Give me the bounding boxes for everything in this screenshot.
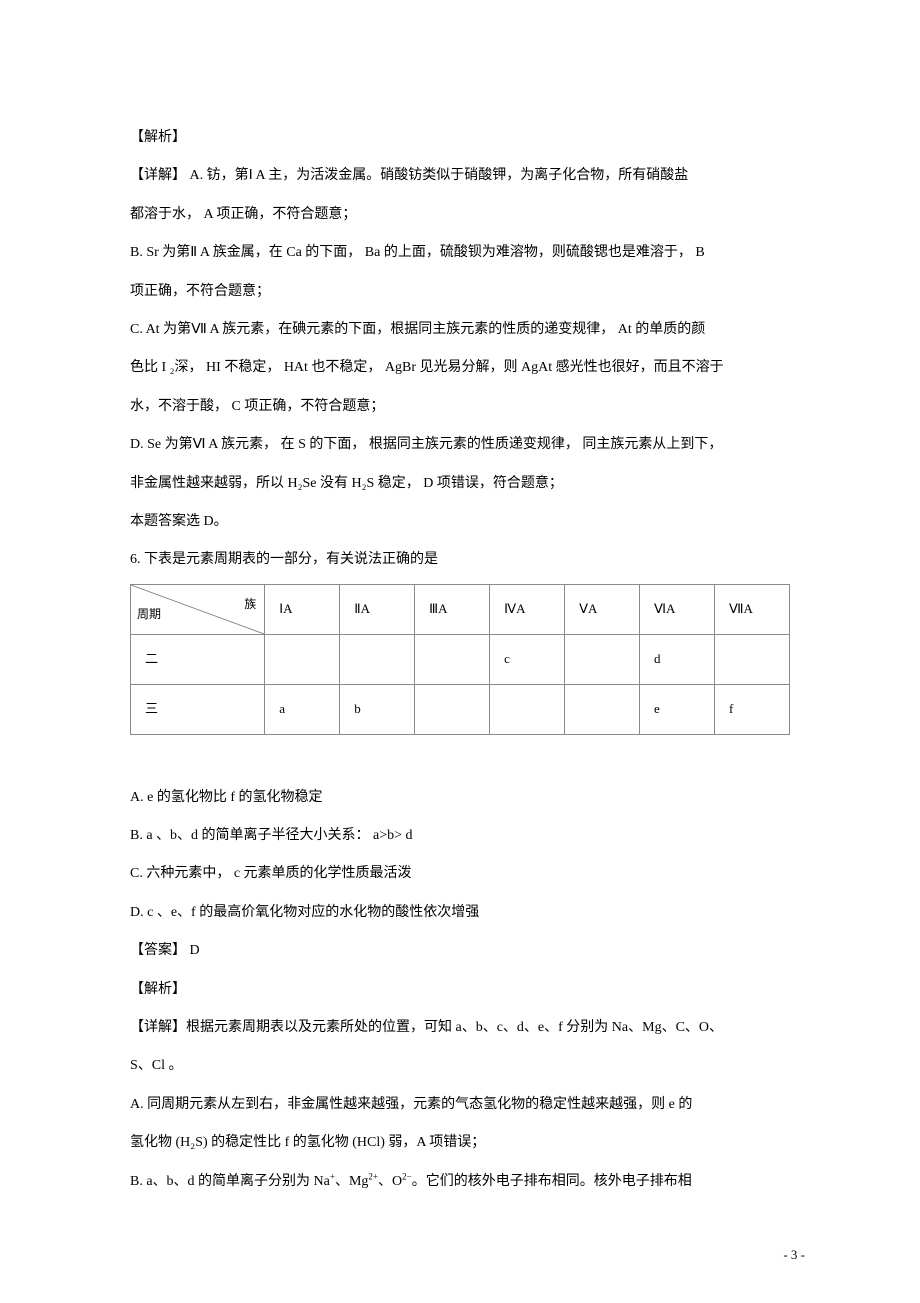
analysis-label-2: 【解析】 <box>130 972 810 1008</box>
expl-b-mid1: 、Mg <box>335 1174 368 1189</box>
detail-a-line1: 【详解】 A. 钫，第Ⅰ A 主，为活泼金属。硝酸钫类似于硝酸钾，为离子化合物，… <box>130 158 810 194</box>
table-header-row: 族 周期 ⅠA ⅡA ⅢA ⅣA ⅤA ⅥA ⅦA <box>131 584 790 634</box>
cell-2-7 <box>714 634 789 684</box>
cell-3-7: f <box>714 684 789 734</box>
option-b: B. a 、b、d 的简单离子半径大小关系： a>b> d <box>130 818 810 854</box>
table-row: 二 c d <box>131 634 790 684</box>
detail-a-line2: 都溶于水， A 项正确，不符合题意； <box>130 197 810 233</box>
col-header-7a: ⅦA <box>714 584 789 634</box>
expl-a-line1: A. 同周期元素从左到右，非金属性越来越强，元素的气态氢化物的稳定性越来越强，则… <box>130 1087 810 1123</box>
table-row: 三 a b e f <box>131 684 790 734</box>
expl-b-pre: B. a、b、d 的简单离子分别为 Na <box>130 1174 330 1189</box>
cell-3-1: a <box>265 684 340 734</box>
detail2-line1: 【详解】根据元素周期表以及元素所处的位置，可知 a、b、c、d、e、f 分别为 … <box>130 1010 810 1046</box>
expl-b-post: 。它们的核外电子排布相同。核外电子排布相 <box>412 1174 692 1189</box>
question-6-stem: 6. 下表是元素周期表的一部分，有关说法正确的是 <box>130 542 810 578</box>
page-number: - 3 - <box>783 1247 805 1263</box>
cell-3-5 <box>565 684 640 734</box>
detail-c-line3: 水，不溶于酸， C 项正确，不符合题意； <box>130 389 810 425</box>
cell-2-4: c <box>490 634 565 684</box>
option-d: D. c 、e、f 的最高价氧化物对应的水化物的酸性依次增强 <box>130 895 810 931</box>
cell-2-3 <box>415 634 490 684</box>
col-header-5a: ⅤA <box>565 584 640 634</box>
cell-2-1 <box>265 634 340 684</box>
option-c: C. 六种元素中， c 元素单质的化学性质最活泼 <box>130 856 810 892</box>
cell-3-6: e <box>640 684 715 734</box>
detail-b-line1: B. Sr 为第Ⅱ A 族金属，在 Ca 的下面， Ba 的上面，硫酸钡为难溶物… <box>130 235 810 271</box>
answer-summary: 本题答案选 D。 <box>130 504 810 540</box>
detail-d-line1: D. Se 为第Ⅵ A 族元素， 在 S 的下面， 根据同主族元素的性质递变规律… <box>130 427 810 463</box>
option-a: A. e 的氢化物比 f 的氢化物稳定 <box>130 780 810 816</box>
answer-d: 【答案】 D <box>130 933 810 969</box>
periodic-table-fragment: 族 周期 ⅠA ⅡA ⅢA ⅣA ⅤA ⅥA ⅦA 二 c d 三 a b <box>130 584 790 735</box>
diag-label-group: 族 <box>244 589 256 620</box>
col-header-3a: ⅢA <box>415 584 490 634</box>
col-header-1a: ⅠA <box>265 584 340 634</box>
table-diag-header: 族 周期 <box>131 584 265 634</box>
detail-b-line2: 项正确，不符合题意； <box>130 274 810 310</box>
col-header-2a: ⅡA <box>340 584 415 634</box>
period-2-label: 二 <box>131 634 265 684</box>
expl-a-line2: 氢化物 (H₂S) 的稳定性比 f 的氢化物 (HCl) 弱，A 项错误； <box>130 1125 810 1161</box>
detail-c-line2: 色比 I ₂深， HI 不稳定， HAt 也不稳定， AgBr 见光易分解，则 … <box>130 350 810 386</box>
spacer <box>130 740 810 780</box>
diag-label-period: 周期 <box>137 599 161 630</box>
cell-3-4 <box>490 684 565 734</box>
cell-2-5 <box>565 634 640 684</box>
col-header-4a: ⅣA <box>490 584 565 634</box>
cell-3-2: b <box>340 684 415 734</box>
cell-2-6: d <box>640 634 715 684</box>
o-charge: 2− <box>402 1171 412 1181</box>
mg-charge: 2+ <box>368 1171 378 1181</box>
detail-d-line2: 非金属性越来越弱，所以 H₂Se 没有 H₂S 稳定， D 项错误，符合题意； <box>130 466 810 502</box>
col-header-6a: ⅥA <box>640 584 715 634</box>
cell-2-2 <box>340 634 415 684</box>
detail-c-line1: C. At 为第Ⅶ A 族元素，在碘元素的下面，根据同主族元素的性质的递变规律，… <box>130 312 810 348</box>
cell-3-3 <box>415 684 490 734</box>
detail2-line2: S、Cl 。 <box>130 1048 810 1084</box>
analysis-label: 【解析】 <box>130 120 810 156</box>
expl-b-line1: B. a、b、d 的简单离子分别为 Na+、Mg2+、O2−。它们的核外电子排布… <box>130 1164 810 1200</box>
expl-b-mid2: 、O <box>378 1174 402 1189</box>
document-body: 【解析】 【详解】 A. 钫，第Ⅰ A 主，为活泼金属。硝酸钫类似于硝酸钾，为离… <box>130 120 810 1202</box>
period-3-label: 三 <box>131 684 265 734</box>
